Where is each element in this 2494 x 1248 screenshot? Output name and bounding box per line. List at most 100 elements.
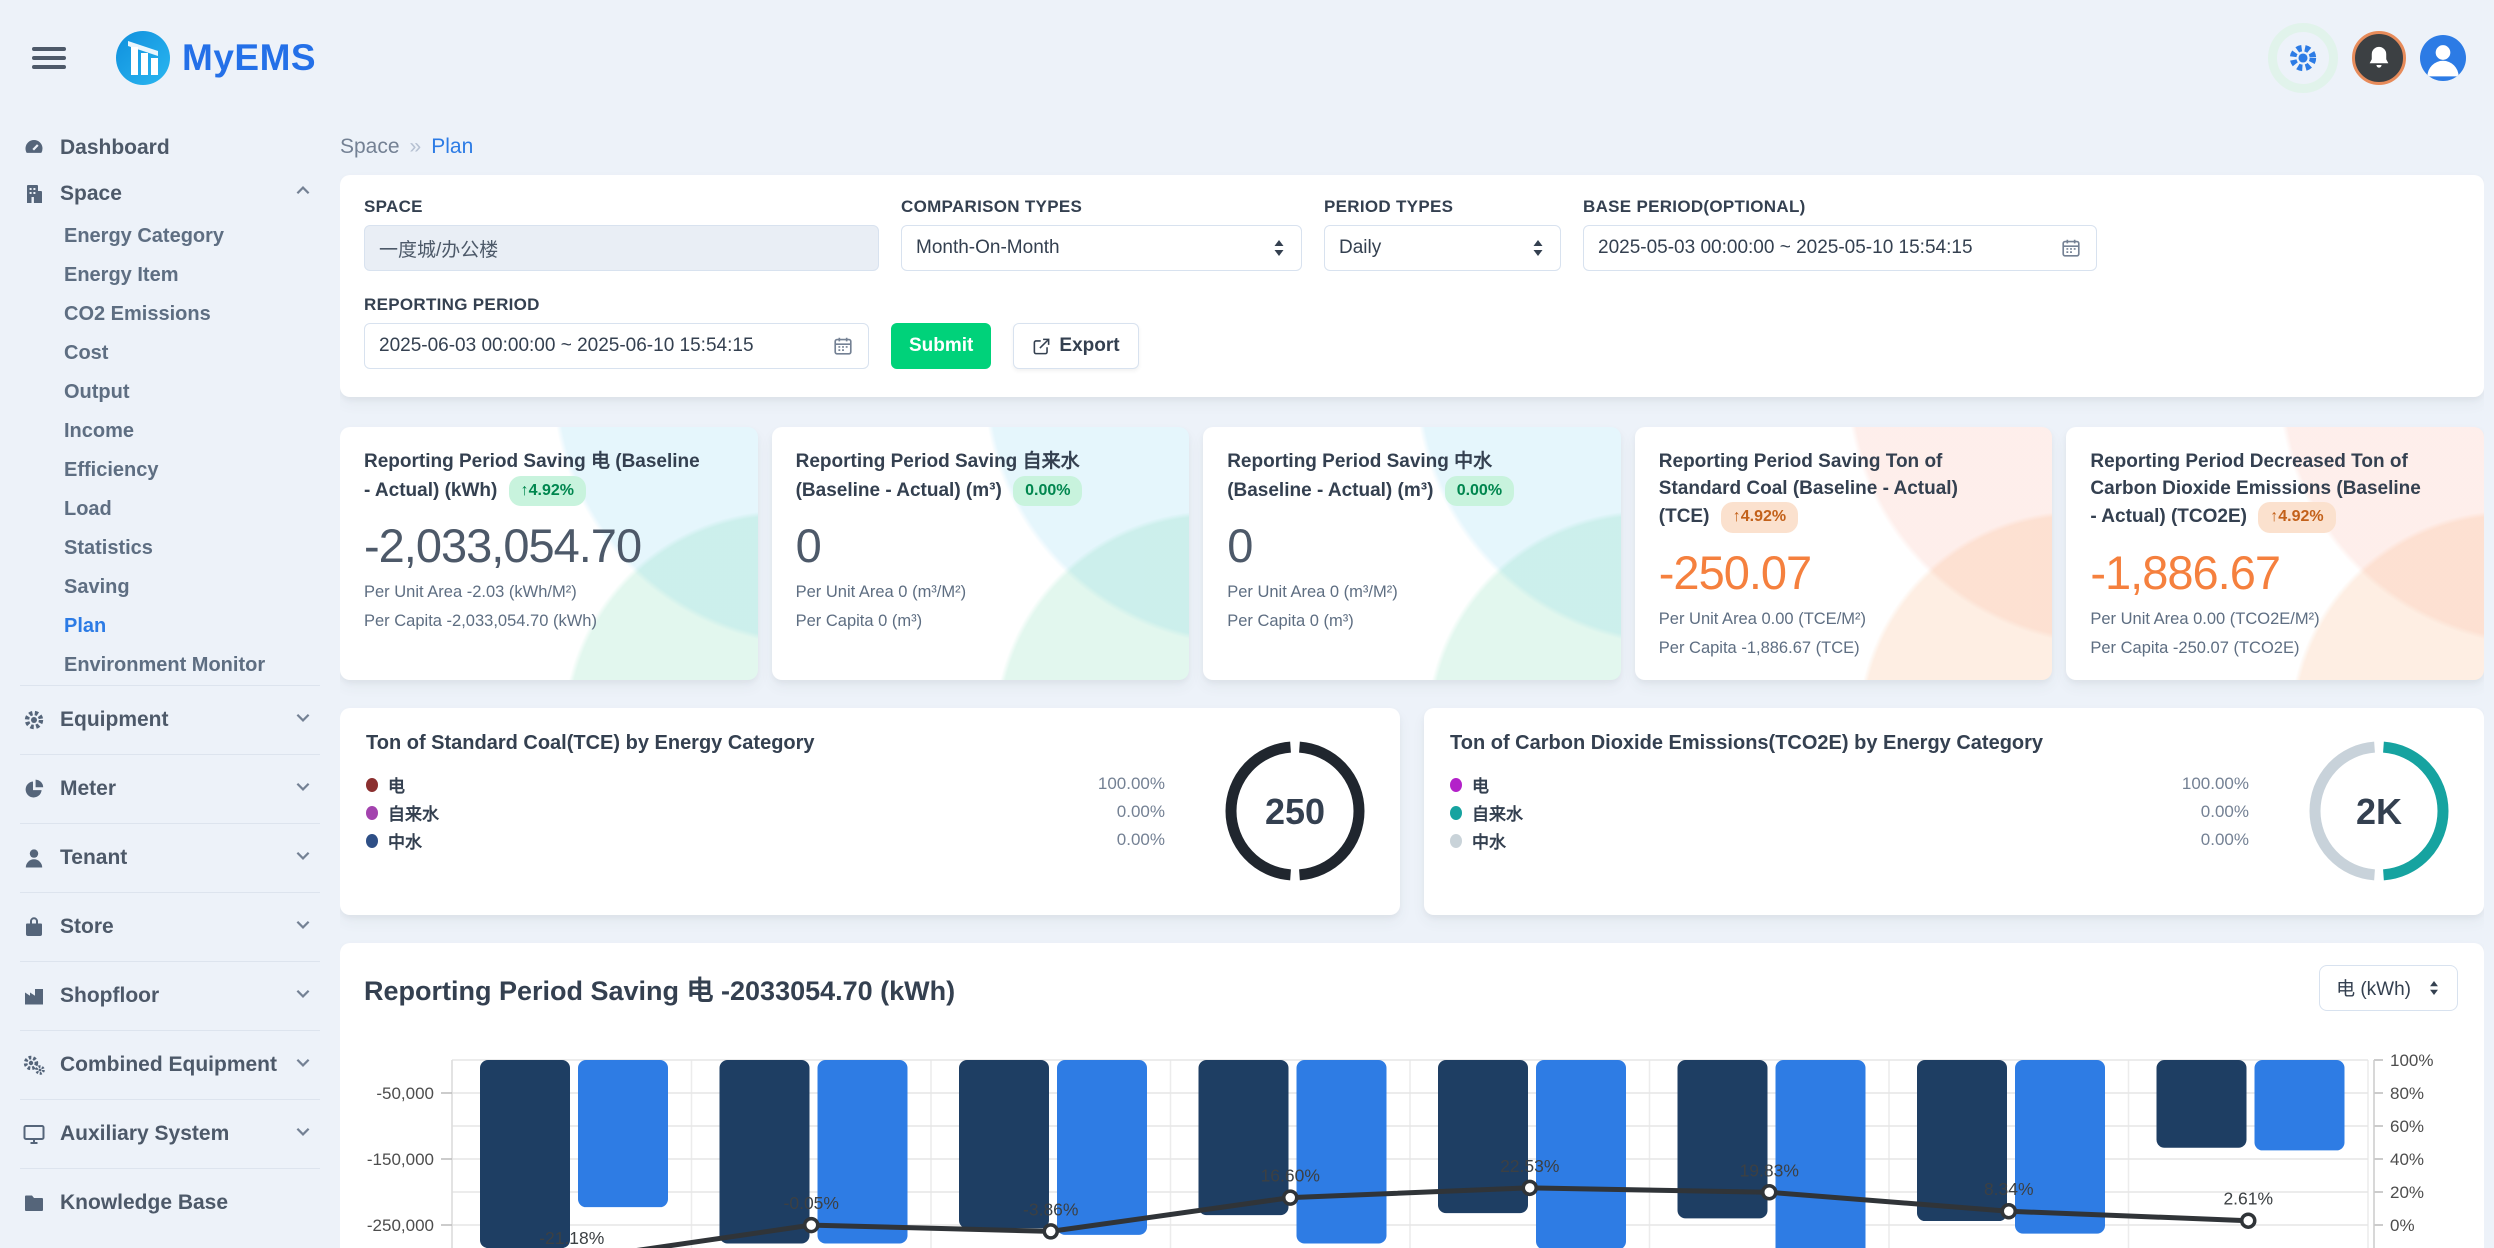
card-title: Reporting Period Saving 中水 (Baseline - A… bbox=[1227, 449, 1567, 506]
sidebar-item-income[interactable]: Income bbox=[64, 420, 135, 442]
select-arrows-icon bbox=[2427, 979, 2441, 997]
card-value: -1,886.67 bbox=[2090, 545, 2281, 599]
period-types-label: PERIOD TYPES bbox=[1324, 197, 1454, 216]
space-input[interactable] bbox=[364, 225, 879, 271]
brand-logo[interactable]: MyEMS bbox=[114, 29, 316, 87]
chevron-down-icon bbox=[294, 1053, 312, 1077]
sidebar-item-dashboard[interactable]: Dashboard bbox=[20, 125, 320, 171]
sidebar-item-auxiliary-system[interactable]: Auxiliary System bbox=[20, 1099, 320, 1168]
base-period-label: BASE PERIOD(OPTIONAL) bbox=[1583, 197, 1806, 216]
legend-label: 中水 bbox=[1472, 833, 1506, 853]
legend-dot-icon bbox=[1450, 777, 1462, 792]
sidebar-item-label: Tenant bbox=[60, 846, 128, 869]
base-period-value: 2025-05-03 00:00:00 ~ 2025-05-10 15:54:1… bbox=[1598, 237, 1973, 258]
folder-icon bbox=[22, 1191, 46, 1215]
legend-item-category[interactable]: 自来水 bbox=[1450, 799, 2458, 827]
sidebar-item-meter[interactable]: Meter bbox=[20, 754, 320, 823]
calendar-icon bbox=[2060, 237, 2082, 259]
svg-text:16.60%: 16.60% bbox=[1261, 1165, 1320, 1185]
legend-label: 电 bbox=[388, 777, 405, 797]
sidebar-item-shopfloor[interactable]: Shopfloor bbox=[20, 961, 320, 1030]
legend-item-category[interactable]: 中水 bbox=[1450, 827, 2458, 855]
sidebar-item-label: Combined Equipment bbox=[60, 1053, 277, 1076]
donut-panel-2: Ton of Carbon Dioxide Emissions(TCO2E) b… bbox=[1424, 707, 2484, 915]
base-period-input[interactable]: 2025-05-03 00:00:00 ~ 2025-05-10 15:54:1… bbox=[1583, 225, 2097, 271]
comparison-types-value: Month-On-Month bbox=[916, 237, 1060, 258]
sidebar-item-statistics[interactable]: Statistics bbox=[64, 537, 153, 559]
legend-label: 电 bbox=[1472, 777, 1489, 797]
sidebar-item-label: Meter bbox=[60, 777, 117, 800]
submit-button[interactable]: Submit bbox=[891, 323, 992, 369]
breadcrumb-parent[interactable]: Space bbox=[340, 135, 400, 158]
svg-text:22.53%: 22.53% bbox=[1500, 1155, 1559, 1175]
menu-toggle-button[interactable] bbox=[32, 42, 66, 74]
legend-label: 自来水 bbox=[388, 805, 439, 825]
card-metric-line: Per Unit Area -2.03 (kWh/M²) bbox=[364, 582, 577, 601]
summary-card-1: Reporting Period Saving 电 (Baseline - Ac… bbox=[340, 427, 758, 680]
base-period-field-group: BASE PERIOD(OPTIONAL) 2025-05-03 00:00:0… bbox=[1583, 197, 2097, 271]
sidebar-item-efficiency[interactable]: Efficiency bbox=[64, 459, 159, 481]
svg-text:8.34%: 8.34% bbox=[1984, 1179, 2034, 1199]
legend-dot-icon bbox=[1450, 833, 1462, 848]
chart-unit-select[interactable]: 电 (kWh) bbox=[2319, 964, 2458, 1011]
svg-text:-50,000: -50,000 bbox=[376, 1084, 434, 1103]
legend-item-category[interactable]: 电 bbox=[366, 771, 1374, 799]
reporting-period-input[interactable]: 2025-06-03 00:00:00 ~ 2025-06-10 15:54:1… bbox=[364, 323, 869, 369]
sidebar-item-co2-emissions[interactable]: CO2 Emissions bbox=[64, 303, 211, 325]
sidebar-item-cost[interactable]: Cost bbox=[64, 342, 109, 364]
sidebar-item-saving[interactable]: Saving bbox=[64, 576, 130, 598]
gauge-icon bbox=[22, 136, 46, 160]
sidebar-item-plan[interactable]: Plan bbox=[64, 615, 107, 637]
sidebar: Dashboard Space Energy Category Energy Item… bbox=[0, 115, 338, 1248]
export-button[interactable]: Export bbox=[1013, 323, 1139, 369]
breadcrumb-current[interactable]: Plan bbox=[431, 135, 474, 158]
sidebar-item-load[interactable]: Load bbox=[64, 498, 112, 520]
chevron-down-icon bbox=[294, 708, 312, 732]
trend-badge: 0.00% bbox=[1444, 475, 1515, 506]
saving-bar-chart[interactable]: 100%80%60%40%20%0%-20%-50,000-150,000-25… bbox=[364, 1022, 2460, 1248]
svg-text:80%: 80% bbox=[2390, 1084, 2424, 1103]
summary-card-4: Reporting Period Saving Ton of Standard … bbox=[1635, 427, 2053, 680]
chevron-down-icon bbox=[294, 1122, 312, 1146]
bag-icon bbox=[22, 915, 46, 939]
comparison-types-label: COMPARISON TYPES bbox=[901, 197, 1083, 216]
legend-item-category[interactable]: 中水 bbox=[366, 827, 1374, 855]
notifications-button[interactable] bbox=[2352, 30, 2406, 85]
user-avatar[interactable] bbox=[2420, 34, 2466, 81]
sidebar-item-environment-monitor[interactable]: Environment Monitor bbox=[64, 654, 266, 676]
sidebar-item-store[interactable]: Store bbox=[20, 892, 320, 961]
sidebar-item-output[interactable]: Output bbox=[64, 381, 130, 403]
sidebar-item-energy-category[interactable]: Energy Category bbox=[64, 225, 225, 247]
chart-title: Reporting Period Saving 电 -2033054.70 (k… bbox=[364, 975, 956, 1006]
svg-text:19.83%: 19.83% bbox=[1740, 1160, 1799, 1180]
sidebar-item-energy-item[interactable]: Energy Item bbox=[64, 264, 179, 286]
sidebar-item-knowledge-base[interactable]: Knowledge Base bbox=[20, 1168, 320, 1237]
period-types-select[interactable]: Daily bbox=[1324, 225, 1561, 271]
donut-percent-value: 100.00% bbox=[2181, 773, 2249, 793]
legend-dot-icon bbox=[366, 805, 378, 820]
sidebar-item-label: Dashboard bbox=[60, 136, 170, 159]
breadcrumb-separator: » bbox=[409, 135, 422, 158]
select-arrows-icon bbox=[1530, 238, 1546, 258]
person-icon bbox=[22, 846, 46, 870]
trend-badge: ↑4.92% bbox=[1720, 502, 1799, 533]
sidebar-item-tenant[interactable]: Tenant bbox=[20, 823, 320, 892]
sidebar-item-space[interactable]: Space bbox=[20, 171, 320, 217]
svg-text:100%: 100% bbox=[2390, 1051, 2433, 1070]
donut-legend: 电自来水中水 bbox=[1450, 771, 2458, 855]
svg-text:-250,000: -250,000 bbox=[367, 1216, 434, 1235]
legend-label: 中水 bbox=[388, 833, 422, 853]
card-metric-line: Per Unit Area 0.00 (TCE/M²) bbox=[1658, 609, 1867, 628]
sidebar-item-equipment[interactable]: Equipment bbox=[20, 685, 320, 754]
sidebar-item-combined-equipment[interactable]: Combined Equipment bbox=[20, 1030, 320, 1099]
gear-icon bbox=[22, 708, 46, 732]
legend-item-category[interactable]: 自来水 bbox=[366, 799, 1374, 827]
donut-panels-row: Ton of Standard Coal(TCE) by Energy Cate… bbox=[340, 707, 2484, 915]
donut-percent-value: 0.00% bbox=[1116, 801, 1165, 821]
card-value: 0 bbox=[795, 518, 822, 572]
comparison-types-select[interactable]: Month-On-Month bbox=[901, 225, 1302, 271]
main-content: Space » Plan SPACE COMPARISON TYPES Month-… bbox=[340, 115, 2484, 1248]
settings-button[interactable] bbox=[2268, 22, 2338, 93]
legend-item-category[interactable]: 电 bbox=[1450, 771, 2458, 799]
legend-dot-icon bbox=[366, 777, 378, 792]
